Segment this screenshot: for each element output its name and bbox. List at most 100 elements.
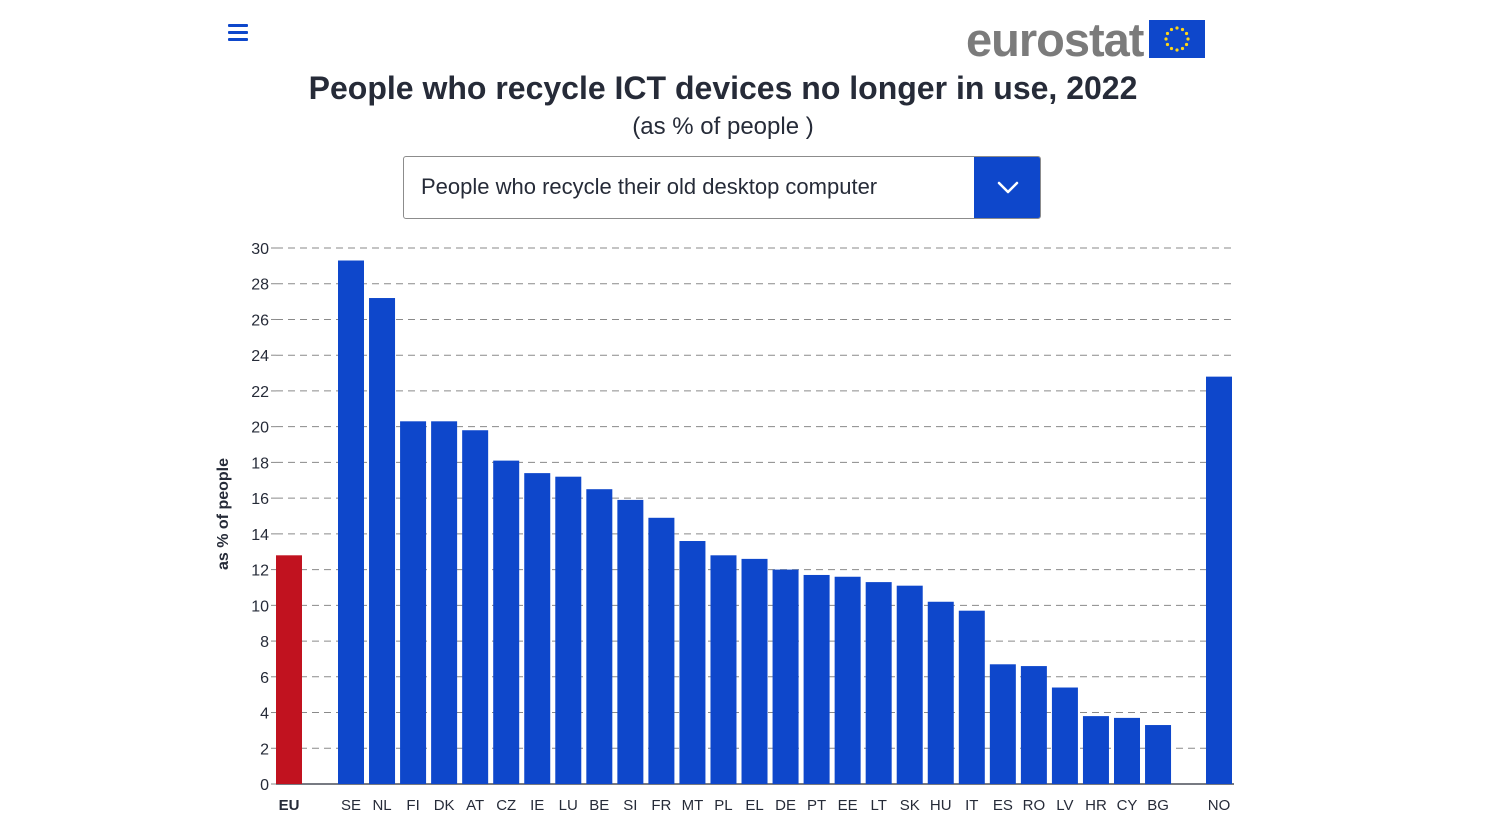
bar-hr[interactable] <box>1082 716 1109 784</box>
indicator-select-value: People who recycle their old desktop com… <box>421 174 878 199</box>
bar-lv[interactable] <box>1051 687 1078 784</box>
bar-cz[interactable] <box>493 460 520 784</box>
x-tick-label: CZ <box>496 797 516 814</box>
bar-fr[interactable] <box>648 517 675 784</box>
flag-star <box>1181 27 1185 32</box>
flag-star <box>1166 31 1170 36</box>
eurostat-logo[interactable]: eurostat <box>966 14 1206 64</box>
bar-hu[interactable] <box>927 601 954 784</box>
bar-fi[interactable] <box>400 421 427 784</box>
bar-dk[interactable] <box>431 421 458 784</box>
x-tick-label: AT <box>466 797 484 814</box>
bar-el[interactable] <box>741 558 768 784</box>
x-tick-label: BG <box>1147 797 1169 814</box>
x-tick-label: ES <box>993 797 1013 814</box>
x-tick-label: DE <box>775 797 796 814</box>
flag-star <box>1181 46 1185 51</box>
x-tick-label: FI <box>406 797 419 814</box>
y-tick-label: 6 <box>260 670 269 687</box>
y-tick-label: 28 <box>251 277 269 294</box>
bar-lt[interactable] <box>865 582 892 784</box>
y-tick-label: 2 <box>260 741 269 758</box>
x-tick-label: DK <box>434 797 455 814</box>
x-tick-label: NL <box>372 797 391 814</box>
dropdown-button[interactable] <box>974 157 1040 218</box>
x-tick-label: SI <box>623 797 637 814</box>
y-tick-label: 26 <box>251 312 269 329</box>
chart-title: People who recycle ICT devices no longer… <box>308 70 1138 106</box>
y-tick-label: 30 <box>251 241 269 258</box>
bar-si[interactable] <box>617 499 644 784</box>
x-tick-label: NO <box>1208 797 1231 814</box>
bar-cy[interactable] <box>1114 717 1140 784</box>
bar-sk[interactable] <box>896 585 923 784</box>
menu-button[interactable] <box>228 24 248 44</box>
x-tick-label: IE <box>530 797 544 814</box>
x-tick-label: PL <box>714 797 732 814</box>
x-tick-label: MT <box>682 797 704 814</box>
bar-at[interactable] <box>462 430 489 784</box>
x-tick-label: IT <box>965 797 978 814</box>
hamburger-line <box>228 31 248 34</box>
bar-se[interactable] <box>338 260 364 784</box>
x-tick-label: CY <box>1117 797 1138 814</box>
bar-be[interactable] <box>586 489 613 784</box>
x-tick-label: LU <box>559 797 578 814</box>
x-tick-label: LV <box>1056 797 1073 814</box>
y-tick-label: 0 <box>260 777 269 794</box>
flag-star <box>1166 42 1170 47</box>
bar-es[interactable] <box>989 664 1016 784</box>
y-tick-label: 12 <box>251 563 269 580</box>
x-axis-labels: EU SE NL FI DK AT CZ IE LU BE SI FR MT PL EL DE PT EE LT SK… <box>279 797 1231 814</box>
x-tick-label: BE <box>589 797 609 814</box>
flag-star <box>1185 31 1189 36</box>
flag-star <box>1170 27 1174 32</box>
bar-lu[interactable] <box>555 476 582 784</box>
bars <box>276 260 1232 784</box>
y-tick-label: 10 <box>251 598 269 615</box>
bar-bg[interactable] <box>1145 725 1172 784</box>
bar-ro[interactable] <box>1020 666 1047 784</box>
x-tick-label: EU <box>279 797 300 814</box>
y-axis-label: as % of people <box>215 458 232 570</box>
hamburger-line <box>228 38 248 41</box>
x-tick-label: HR <box>1085 797 1107 814</box>
bar-nl[interactable] <box>369 298 396 784</box>
x-tick-label: PT <box>807 797 826 814</box>
x-tick-label: HU <box>930 797 952 814</box>
x-tick-label: EE <box>838 797 858 814</box>
x-tick-label: EL <box>745 797 763 814</box>
bar-de[interactable] <box>772 569 799 784</box>
y-tick-label: 18 <box>251 455 269 472</box>
flag-star <box>1164 37 1169 41</box>
y-tick-label: 16 <box>251 491 269 508</box>
y-tick-label: 24 <box>251 348 269 365</box>
y-tick-label: 8 <box>260 634 269 651</box>
bar-eu[interactable] <box>276 555 302 784</box>
indicator-select[interactable]: People who recycle their old desktop com… <box>403 156 1041 219</box>
bar-pt[interactable] <box>803 574 830 784</box>
hamburger-menu-icon <box>228 24 248 27</box>
x-tick-label: LT <box>870 797 886 814</box>
bar-it[interactable] <box>958 610 985 784</box>
x-tick-label: SK <box>900 797 920 814</box>
y-tick-label: 14 <box>251 527 269 544</box>
flag-star <box>1175 26 1180 30</box>
chart-subtitle: (as % of people ) <box>632 113 814 140</box>
bar-pl[interactable] <box>710 555 737 784</box>
flag-star <box>1170 46 1174 51</box>
y-tick-label: 4 <box>260 706 269 723</box>
chevron-down-icon <box>997 181 1018 193</box>
x-tick-label: RO <box>1023 797 1046 814</box>
bar-ie[interactable] <box>524 473 551 784</box>
flag-star <box>1185 42 1189 47</box>
flag-star <box>1186 37 1191 41</box>
flag-star <box>1175 48 1180 52</box>
x-tick-label: SE <box>341 797 361 814</box>
bar-mt[interactable] <box>679 541 706 784</box>
y-tick-label: 20 <box>251 420 269 437</box>
bar-ee[interactable] <box>834 576 861 784</box>
bar-no[interactable] <box>1206 376 1232 784</box>
